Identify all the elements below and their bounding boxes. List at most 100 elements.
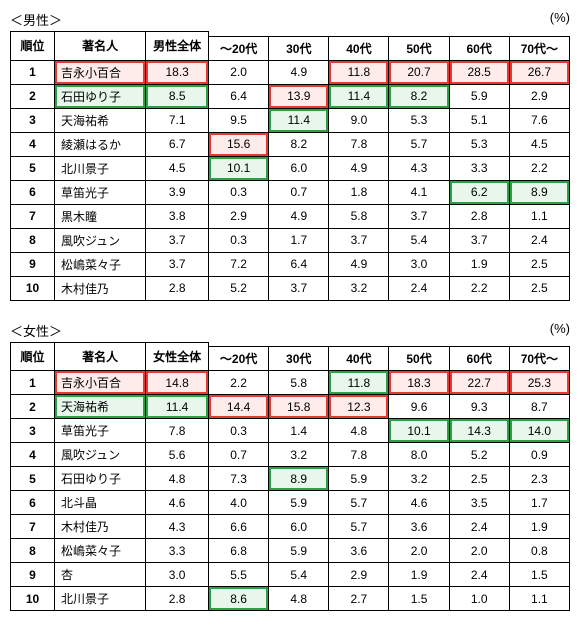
cell-rank: 1 (11, 60, 55, 84)
cell-name: 北川景子 (55, 156, 146, 180)
cell-name: 吉永小百合 (55, 60, 146, 84)
cell-rank: 4 (11, 443, 55, 467)
cell-value: 9.0 (329, 108, 389, 132)
cell-rank: 8 (11, 228, 55, 252)
cell-value: 11.8 (329, 60, 389, 84)
cell-name: 黒木瞳 (55, 204, 146, 228)
cell-rank: 10 (11, 276, 55, 300)
col-age: 60代 (449, 36, 509, 60)
cell-value: 3.5 (449, 491, 509, 515)
cell-value: 3.7 (449, 228, 509, 252)
cell-value: 11.4 (269, 108, 329, 132)
cell-value: 4.9 (269, 60, 329, 84)
cell-value: 5.3 (449, 132, 509, 156)
col-age: 70代～ (509, 347, 569, 371)
cell-value: 5.5 (209, 563, 269, 587)
cell-value: 3.6 (329, 539, 389, 563)
cell-total: 3.8 (146, 204, 209, 228)
cell-value: 3.0 (389, 252, 449, 276)
cell-name: 木村佳乃 (55, 515, 146, 539)
cell-value: 2.2 (449, 276, 509, 300)
cell-rank: 9 (11, 252, 55, 276)
cell-total: 4.3 (146, 515, 209, 539)
cell-total: 2.8 (146, 587, 209, 611)
cell-rank: 5 (11, 156, 55, 180)
table-row: 7木村佳乃4.36.66.05.73.62.41.9 (11, 515, 570, 539)
cell-value: 9.3 (449, 395, 509, 419)
cell-total: 2.8 (146, 276, 209, 300)
cell-value: 5.2 (209, 276, 269, 300)
cell-value: 2.9 (509, 84, 569, 108)
table-row: 5石田ゆり子4.87.38.95.93.22.52.3 (11, 467, 570, 491)
table-row: 2天海祐希11.414.415.812.39.69.38.7 (11, 395, 570, 419)
cell-value: 2.5 (509, 276, 569, 300)
cell-name: 綾瀬はるか (55, 132, 146, 156)
cell-value: 4.0 (209, 491, 269, 515)
table-row: 4綾瀬はるか6.715.68.27.85.75.34.5 (11, 132, 570, 156)
cell-value: 2.4 (389, 276, 449, 300)
col-age: 60代 (449, 347, 509, 371)
cell-rank: 3 (11, 419, 55, 443)
cell-value: 4.9 (329, 156, 389, 180)
cell-total: 6.7 (146, 132, 209, 156)
table-row: 1吉永小百合14.82.25.811.818.322.725.3 (11, 371, 570, 395)
cell-total: 3.0 (146, 563, 209, 587)
cell-value: 2.9 (209, 204, 269, 228)
cell-value: 11.8 (329, 371, 389, 395)
cell-rank: 1 (11, 371, 55, 395)
cell-value: 2.5 (509, 252, 569, 276)
percent-label: (%) (550, 10, 570, 29)
cell-value: 2.4 (449, 515, 509, 539)
cell-total: 7.1 (146, 108, 209, 132)
col-rank: 順位 (11, 342, 55, 371)
cell-value: 3.2 (269, 443, 329, 467)
cell-total: 3.7 (146, 228, 209, 252)
section-header: ＜男性＞(%) (10, 10, 570, 29)
cell-total: 3.3 (146, 539, 209, 563)
cell-name: 杏 (55, 563, 146, 587)
cell-rank: 5 (11, 467, 55, 491)
table-row: 10北川景子2.88.64.82.71.51.01.1 (11, 587, 570, 611)
table-row: 6北斗晶4.64.05.95.74.63.51.7 (11, 491, 570, 515)
table-row: 1吉永小百合18.32.04.911.820.728.526.7 (11, 60, 570, 84)
cell-rank: 2 (11, 395, 55, 419)
cell-value: 0.9 (509, 443, 569, 467)
cell-total: 4.6 (146, 491, 209, 515)
cell-name: 草笛光子 (55, 419, 146, 443)
cell-value: 8.2 (269, 132, 329, 156)
cell-rank: 9 (11, 563, 55, 587)
cell-value: 3.7 (269, 276, 329, 300)
cell-value: 4.9 (329, 252, 389, 276)
cell-value: 11.4 (329, 84, 389, 108)
col-age: 30代 (269, 36, 329, 60)
cell-value: 8.2 (389, 84, 449, 108)
cell-name: 風吹ジュン (55, 443, 146, 467)
cell-value: 8.9 (269, 467, 329, 491)
cell-value: 5.8 (269, 371, 329, 395)
cell-value: 3.7 (389, 204, 449, 228)
cell-rank: 2 (11, 84, 55, 108)
cell-value: 5.9 (449, 84, 509, 108)
cell-value: 2.0 (209, 60, 269, 84)
cell-value: 5.1 (449, 108, 509, 132)
cell-value: 1.5 (509, 563, 569, 587)
cell-value: 1.0 (449, 587, 509, 611)
cell-value: 26.7 (509, 60, 569, 84)
cell-value: 10.1 (209, 156, 269, 180)
cell-value: 5.3 (389, 108, 449, 132)
cell-value: 4.5 (509, 132, 569, 156)
cell-value: 8.7 (509, 395, 569, 419)
cell-total: 4.8 (146, 467, 209, 491)
cell-value: 0.3 (209, 228, 269, 252)
cell-value: 5.7 (329, 491, 389, 515)
cell-value: 5.4 (269, 563, 329, 587)
cell-value: 1.9 (449, 252, 509, 276)
table-row: 10木村佳乃2.85.23.73.22.42.22.5 (11, 276, 570, 300)
cell-value: 22.7 (449, 371, 509, 395)
cell-value: 7.8 (329, 132, 389, 156)
cell-value: 2.2 (209, 371, 269, 395)
cell-value: 7.6 (509, 108, 569, 132)
cell-value: 7.2 (209, 252, 269, 276)
cell-name: 吉永小百合 (55, 371, 146, 395)
col-age: ～20代 (209, 36, 269, 60)
